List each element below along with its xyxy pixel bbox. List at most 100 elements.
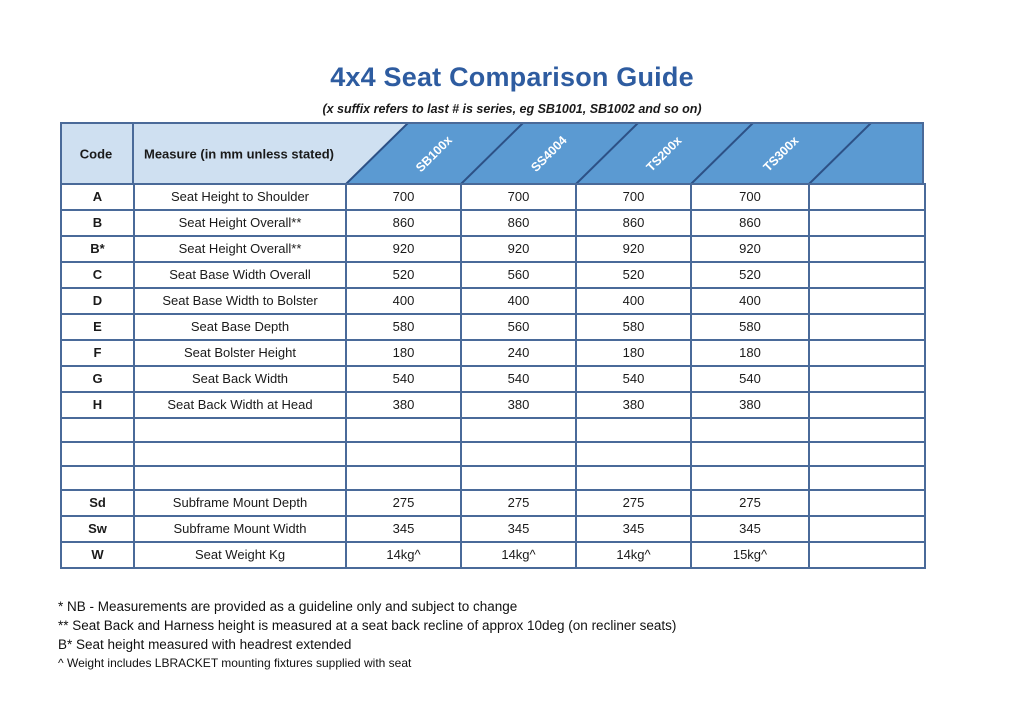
value-cell: 380 xyxy=(690,391,810,419)
value-cell: 275 xyxy=(345,489,462,517)
header-diagonal-divider xyxy=(459,122,525,185)
code-cell: H xyxy=(60,391,135,419)
value-cell: 345 xyxy=(690,515,810,543)
table-body: A Seat Height to Shoulder 700 700 700 700 B Sea… xyxy=(60,183,926,569)
measure-cell: Seat Back Width xyxy=(133,365,347,393)
value-cell: 700 xyxy=(345,183,462,211)
value-cell xyxy=(690,417,810,443)
table-row xyxy=(60,441,926,467)
value-cell: 180 xyxy=(690,339,810,367)
value-cell xyxy=(345,417,462,443)
value-cell xyxy=(808,183,926,211)
value-cell: 400 xyxy=(575,287,692,315)
table-row: F Seat Bolster Height 180 240 180 180 xyxy=(60,339,926,367)
value-cell: 240 xyxy=(460,339,577,367)
footnote: ^ Weight includes LBRACKET mounting fixt… xyxy=(58,656,412,671)
header-blue-area xyxy=(345,122,924,185)
code-cell xyxy=(60,465,135,491)
value-cell: 275 xyxy=(575,489,692,517)
code-cell: F xyxy=(60,339,135,367)
value-cell xyxy=(808,541,926,569)
table-row: Sd Subframe Mount Depth 275 275 275 275 xyxy=(60,489,926,517)
value-cell: 860 xyxy=(460,209,577,237)
value-cell xyxy=(345,441,462,467)
value-cell: 920 xyxy=(345,235,462,263)
measure-cell: Subframe Mount Depth xyxy=(133,489,347,517)
value-cell: 540 xyxy=(575,365,692,393)
table-row: B* Seat Height Overall** 920 920 920 920 xyxy=(60,235,926,263)
value-cell: 540 xyxy=(690,365,810,393)
code-cell: C xyxy=(60,261,135,289)
measure-cell: Seat Base Width Overall xyxy=(133,261,347,289)
table-row: D Seat Base Width to Bolster 400 400 400 400 xyxy=(60,287,926,315)
value-cell xyxy=(575,465,692,491)
value-cell xyxy=(460,441,577,467)
value-cell: 920 xyxy=(460,235,577,263)
page-subtitle: (x suffix refers to last # is series, eg… xyxy=(322,102,702,116)
table-row: E Seat Base Depth 580 560 580 580 xyxy=(60,313,926,341)
value-cell: 920 xyxy=(690,235,810,263)
value-cell: 345 xyxy=(345,515,462,543)
table-row: C Seat Base Width Overall 520 560 520 520 xyxy=(60,261,926,289)
code-cell: B* xyxy=(60,235,135,263)
measure-cell xyxy=(133,465,347,491)
value-cell: 400 xyxy=(460,287,577,315)
value-cell xyxy=(808,391,926,419)
value-cell: 345 xyxy=(460,515,577,543)
value-cell: 700 xyxy=(460,183,577,211)
value-cell: 275 xyxy=(690,489,810,517)
value-cell xyxy=(808,209,926,237)
header-diagonal-divider xyxy=(689,122,755,185)
table-row: H Seat Back Width at Head 380 380 380 380 xyxy=(60,391,926,419)
code-cell: E xyxy=(60,313,135,341)
footnote: ** Seat Back and Harness height is measu… xyxy=(58,617,677,633)
measure-cell: Seat Height Overall** xyxy=(133,235,347,263)
measure-cell: Seat Height to Shoulder xyxy=(133,183,347,211)
measure-cell: Seat Base Width to Bolster xyxy=(133,287,347,315)
table-row xyxy=(60,417,926,443)
header-diagonal-divider xyxy=(574,122,640,185)
footnotes: * NB - Measurements are provided as a gu… xyxy=(58,598,676,673)
value-cell: 14kg^ xyxy=(345,541,462,569)
measure-column-header: Measure (in mm unless stated) xyxy=(144,147,334,162)
code-cell xyxy=(60,417,135,443)
code-cell: W xyxy=(60,541,135,569)
code-cell: B xyxy=(60,209,135,237)
value-cell: 560 xyxy=(460,261,577,289)
value-cell: 540 xyxy=(345,365,462,393)
value-cell: 520 xyxy=(575,261,692,289)
value-cell xyxy=(575,417,692,443)
footnote: B* Seat height measured with headrest ex… xyxy=(58,636,352,652)
value-cell xyxy=(808,441,926,467)
value-cell xyxy=(808,339,926,367)
value-cell: 380 xyxy=(460,391,577,419)
value-cell xyxy=(808,261,926,289)
value-cell xyxy=(808,417,926,443)
table-row: A Seat Height to Shoulder 700 700 700 700 xyxy=(60,183,926,211)
table-row: B Seat Height Overall** 860 860 860 860 xyxy=(60,209,926,237)
code-cell: Sd xyxy=(60,489,135,517)
code-cell: Sw xyxy=(60,515,135,543)
value-cell: 15kg^ xyxy=(690,541,810,569)
measure-cell xyxy=(133,417,347,443)
value-cell: 14kg^ xyxy=(460,541,577,569)
value-cell xyxy=(808,515,926,543)
header-diagonal-divider xyxy=(807,122,873,185)
code-column-header: Code xyxy=(80,147,113,162)
measure-cell: Seat Bolster Height xyxy=(133,339,347,367)
value-cell: 580 xyxy=(575,313,692,341)
value-cell: 520 xyxy=(690,261,810,289)
value-cell xyxy=(808,489,926,517)
value-cell: 400 xyxy=(345,287,462,315)
measure-cell: Seat Base Depth xyxy=(133,313,347,341)
value-cell: 700 xyxy=(690,183,810,211)
value-cell: 860 xyxy=(345,209,462,237)
value-cell xyxy=(345,465,462,491)
value-cell: 345 xyxy=(575,515,692,543)
value-cell xyxy=(808,365,926,393)
comparison-table: Code Measure (in mm unless stated) SB100x S… xyxy=(60,122,926,569)
value-cell: 860 xyxy=(575,209,692,237)
value-cell: 580 xyxy=(345,313,462,341)
value-cell: 14kg^ xyxy=(575,541,692,569)
